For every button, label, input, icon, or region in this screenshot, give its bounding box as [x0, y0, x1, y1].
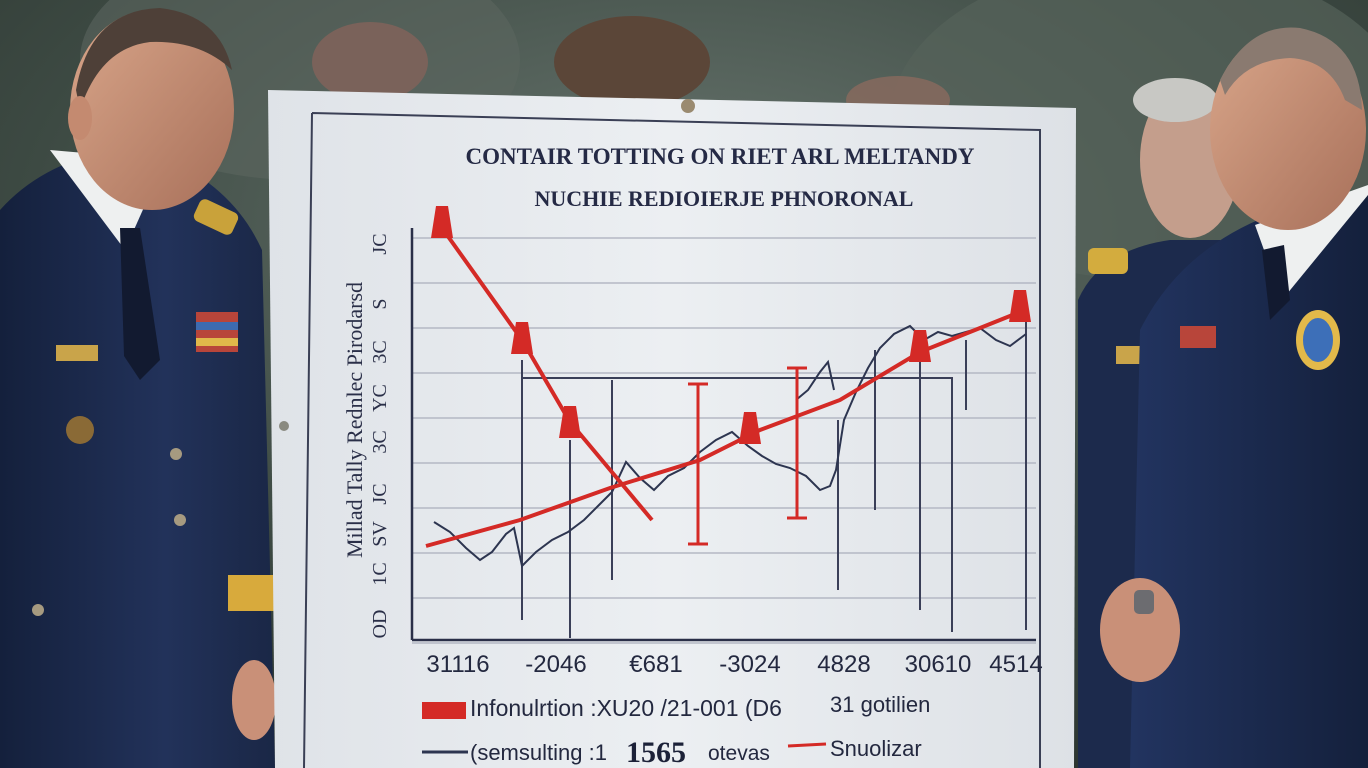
y-tick-label: SV — [369, 521, 391, 547]
left-officer-ear — [68, 96, 92, 140]
right-officer-hands — [1100, 578, 1180, 682]
left-officer-button — [174, 514, 186, 526]
chart-red-trend-line — [425, 310, 1021, 548]
chart-navy-series-line — [795, 359, 835, 401]
y-tick-label: 1C — [369, 562, 391, 585]
chart-red-marker — [739, 412, 761, 444]
background-person-hair — [1133, 78, 1217, 122]
chart-title-line2: NUCHIE REDIOIERJE PHNORONAL — [535, 186, 914, 211]
left-officer-tie — [120, 228, 160, 380]
left-officer-ribbons — [196, 322, 238, 330]
left-officer-epaulette — [193, 199, 239, 235]
y-tick-label: 3C — [369, 340, 391, 363]
board-inner-frame — [303, 112, 1041, 768]
left-officer-head — [70, 10, 234, 210]
left-officer-hand — [232, 660, 276, 740]
left-officer-badge — [66, 416, 94, 444]
legend-item2-extra: otevas — [708, 742, 770, 765]
right-officer-hair — [1220, 27, 1362, 110]
y-tick-label: S — [369, 298, 391, 309]
y-tick-label: 3C — [369, 430, 391, 453]
left-officer-body — [0, 150, 275, 768]
left-officer-ribbons — [196, 338, 238, 346]
x-tick-label: 4514 — [989, 651, 1042, 678]
left-officer-button — [170, 448, 182, 460]
background-person-head — [554, 16, 710, 108]
y-tick-label: YC — [369, 384, 391, 412]
background-person-head — [312, 22, 428, 102]
y-axis-ticks: OD 1C SV JC 3C YC 3C S JC — [369, 233, 391, 638]
left-officer-sleeve-stripe — [228, 575, 274, 611]
chart-board — [268, 90, 1076, 768]
right-officer-head — [1210, 30, 1366, 230]
chart-title-line1: CONTAIR TOTTING ON RIET ARL MELTANDY — [466, 144, 975, 169]
legend-red-line-swatch — [787, 742, 827, 748]
right-officer-watch — [1134, 590, 1154, 614]
right-officer-tie — [1262, 245, 1290, 320]
chart-red-marker — [909, 330, 931, 362]
right-officer-ribbons — [1180, 326, 1216, 348]
y-tick-label: JC — [369, 233, 391, 254]
legend-red-swatch — [422, 702, 466, 719]
board-screw — [279, 421, 289, 431]
chart-red-marker — [511, 322, 533, 354]
y-tick-label: JC — [369, 483, 391, 504]
chart-red-marker — [559, 406, 581, 438]
legend-item2-value: 1565 — [626, 736, 686, 768]
y-tick-label: OD — [369, 610, 391, 639]
chart-red-falling-line — [440, 226, 654, 522]
legend-item1-label: Infonulrtion :XU20 /21-001 (D6 — [470, 695, 782, 721]
plot-area — [410, 206, 1036, 644]
background-officer-epaulette — [1088, 248, 1128, 274]
x-axis-ticks: 31116 -2046 €681 -3024 4828 30610 4514 — [426, 651, 1042, 678]
x-tick-label: -3024 — [719, 651, 780, 678]
chart-red-marker — [431, 206, 453, 238]
left-officer-button — [32, 604, 44, 616]
legend-item1-extra: 31 gotilien — [830, 692, 930, 717]
legend-item2-label: (semsulting :1 — [470, 740, 607, 765]
legend-item3-label: Snuolizar — [830, 736, 922, 761]
x-tick-label: 4828 — [817, 651, 870, 678]
left-officer-nameplate — [56, 345, 98, 361]
chart-bracket-line — [522, 377, 953, 632]
right-officer-patch-inner — [1303, 318, 1333, 362]
chart-red-marker — [1009, 290, 1031, 322]
x-tick-label: 30610 — [905, 651, 972, 678]
board-pin — [681, 99, 695, 113]
x-tick-label: -2046 — [525, 651, 586, 678]
x-tick-label: 31116 — [426, 651, 489, 678]
left-officer-hair — [76, 8, 232, 110]
x-tick-label: €681 — [629, 651, 682, 678]
y-axis-label: Millad Tally Rednlec Pirodarsd — [342, 282, 367, 558]
